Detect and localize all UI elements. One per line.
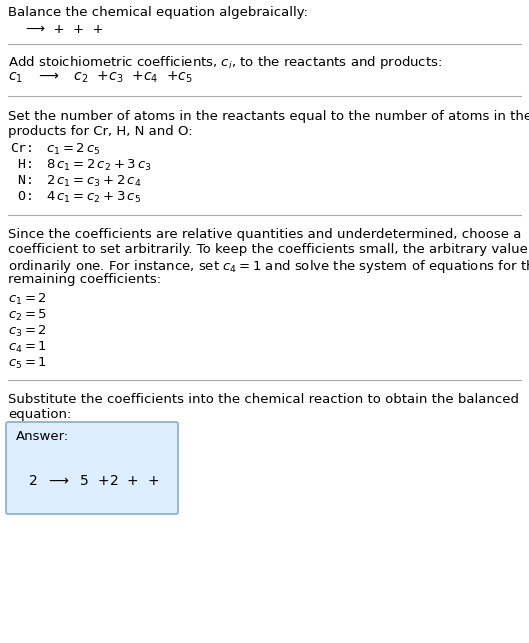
Text: $c_1 = 2$: $c_1 = 2$: [8, 292, 47, 307]
Text: Since the coefficients are relative quantities and underdetermined, choose a: Since the coefficients are relative quan…: [8, 228, 522, 241]
Text: Set the number of atoms in the reactants equal to the number of atoms in the: Set the number of atoms in the reactants…: [8, 110, 529, 123]
Text: Substitute the coefficients into the chemical reaction to obtain the balanced: Substitute the coefficients into the che…: [8, 393, 519, 406]
Text: ordinarily one. For instance, set $c_4 = 1$ and solve the system of equations fo: ordinarily one. For instance, set $c_4 =…: [8, 258, 529, 275]
Text: $4\,c_1 = c_2 + 3\,c_5$: $4\,c_1 = c_2 + 3\,c_5$: [46, 190, 141, 205]
Text: N:: N:: [10, 174, 34, 187]
Text: $c_3 = 2$: $c_3 = 2$: [8, 324, 47, 339]
Text: Cr:: Cr:: [10, 142, 34, 155]
Text: $c_2 = 5$: $c_2 = 5$: [8, 308, 47, 323]
Text: $2\,c_1 = c_3 + 2\,c_4$: $2\,c_1 = c_3 + 2\,c_4$: [46, 174, 141, 189]
Text: products for Cr, H, N and O:: products for Cr, H, N and O:: [8, 125, 193, 138]
Text: Balance the chemical equation algebraically:: Balance the chemical equation algebraica…: [8, 6, 308, 19]
Text: O:: O:: [10, 190, 34, 203]
Text: $c_1$   $\longrightarrow$   $c_2$  $+c_3$  $+c_4$  $+c_5$: $c_1$ $\longrightarrow$ $c_2$ $+c_3$ $+c…: [8, 70, 193, 86]
Text: $c_5 = 1$: $c_5 = 1$: [8, 356, 47, 371]
Text: $2$  $\longrightarrow$  $5$  $+2$  $+$  $+$: $2$ $\longrightarrow$ $5$ $+2$ $+$ $+$: [28, 474, 159, 488]
Text: $8\,c_1 = 2\,c_2 + 3\,c_3$: $8\,c_1 = 2\,c_2 + 3\,c_3$: [46, 158, 152, 173]
FancyBboxPatch shape: [6, 422, 178, 514]
Text: remaining coefficients:: remaining coefficients:: [8, 273, 161, 286]
Text: Answer:: Answer:: [16, 430, 69, 443]
Text: $c_1 = 2\,c_5$: $c_1 = 2\,c_5$: [46, 142, 101, 157]
Text: equation:: equation:: [8, 408, 71, 421]
Text: ⟶  +  +  +: ⟶ + + +: [26, 23, 104, 36]
Text: $c_4 = 1$: $c_4 = 1$: [8, 340, 47, 355]
Text: H:: H:: [10, 158, 34, 171]
Text: Add stoichiometric coefficients, $c_i$, to the reactants and products:: Add stoichiometric coefficients, $c_i$, …: [8, 54, 442, 71]
Text: coefficient to set arbitrarily. To keep the coefficients small, the arbitrary va: coefficient to set arbitrarily. To keep …: [8, 243, 529, 256]
